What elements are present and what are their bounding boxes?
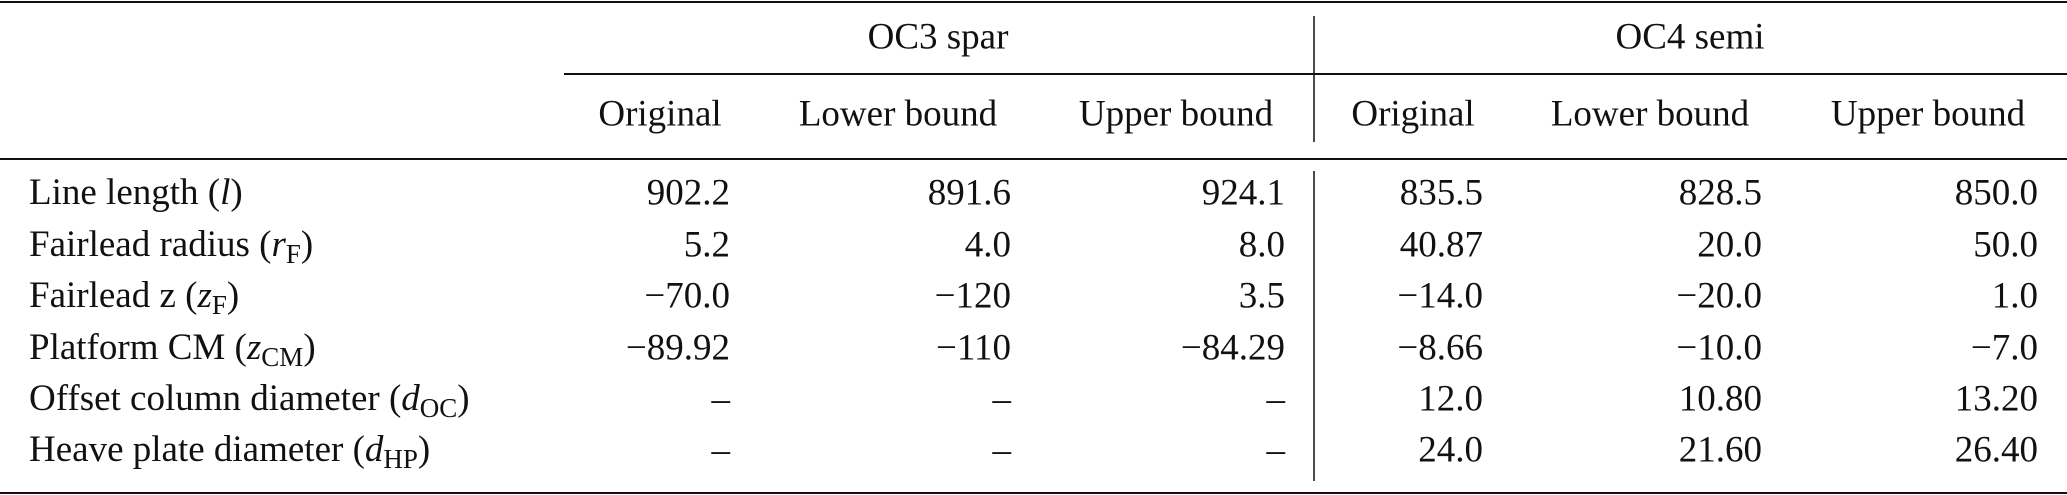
group-header: OC3 spar: [868, 16, 1009, 57]
cell-value: 902.2: [647, 172, 730, 213]
row-label: Line length (l): [29, 172, 243, 213]
column-header: Upper bound: [1079, 93, 1274, 134]
label-text: Fairlead radius (: [29, 224, 271, 265]
cell-value: 8.0: [1239, 224, 1285, 265]
cell-value: −14.0: [1397, 275, 1483, 316]
cell-value: 40.87: [1400, 224, 1483, 265]
label-symbol: z: [196, 275, 211, 316]
row-label: Platform CM (zCM): [29, 327, 316, 372]
label-text: Heave plate diameter (: [29, 429, 365, 470]
cell-value: 10.80: [1679, 378, 1762, 419]
cell-value: –: [1266, 429, 1286, 470]
label-subscript: OC: [420, 393, 458, 423]
cell-value: 24.0: [1418, 429, 1483, 470]
column-header: Upper bound: [1831, 93, 2026, 134]
cell-value: 4.0: [965, 224, 1011, 265]
label-subscript: HP: [383, 444, 418, 474]
cell-value: −110: [936, 327, 1011, 368]
cell-value: −10.0: [1676, 327, 1762, 368]
label-text: Fairlead z (: [29, 275, 197, 316]
label-text: ): [418, 429, 430, 470]
label-subscript: CM: [261, 342, 303, 372]
row-label: Heave plate diameter (dHP): [29, 429, 430, 474]
cell-value: −7.0: [1971, 327, 2038, 368]
column-header: Original: [1351, 93, 1474, 134]
label-subscript: F: [212, 290, 227, 320]
label-symbol: l: [220, 172, 230, 213]
label-symbol: d: [401, 378, 420, 419]
cell-value: 3.5: [1239, 275, 1285, 316]
cell-value: –: [711, 378, 731, 419]
cell-value: −20.0: [1676, 275, 1762, 316]
cell-value: 828.5: [1679, 172, 1762, 213]
label-text: ): [303, 327, 315, 368]
label-text: ): [227, 275, 239, 316]
cell-value: −89.92: [626, 327, 730, 368]
cell-value: −120: [935, 275, 1011, 316]
cell-value: 1.0: [1992, 275, 2038, 316]
cell-value: 891.6: [928, 172, 1011, 213]
cell-value: 21.60: [1679, 429, 1762, 470]
label-symbol: r: [271, 224, 286, 265]
cell-value: 12.0: [1418, 378, 1483, 419]
row-label: Fairlead radius (rF): [29, 224, 313, 269]
cell-value: 20.0: [1697, 224, 1762, 265]
label-text: ): [230, 172, 242, 213]
column-header: Lower bound: [1551, 93, 1750, 134]
group-header: OC4 semi: [1615, 16, 1764, 57]
cell-value: –: [992, 378, 1012, 419]
cell-value: 835.5: [1400, 172, 1483, 213]
column-header: Original: [598, 93, 721, 134]
label-symbol: z: [246, 327, 261, 368]
label-symbol: d: [365, 429, 384, 470]
cell-value: 5.2: [684, 224, 730, 265]
cell-value: 13.20: [1955, 378, 2038, 419]
cell-value: −70.0: [644, 275, 730, 316]
column-header: Lower bound: [799, 93, 998, 134]
cell-value: 850.0: [1955, 172, 2038, 213]
cell-value: –: [1266, 378, 1286, 419]
label-text: ): [457, 378, 469, 419]
label-text: ): [301, 224, 313, 265]
cell-value: 50.0: [1973, 224, 2038, 265]
label-text: Offset column diameter (: [29, 378, 401, 419]
cell-value: 26.40: [1955, 429, 2038, 470]
row-label: Offset column diameter (dOC): [29, 378, 470, 423]
cell-value: 924.1: [1202, 172, 1285, 213]
label-text: Line length (: [29, 172, 220, 213]
label-subscript: F: [286, 239, 301, 269]
cell-value: −84.29: [1181, 327, 1285, 368]
row-label: Fairlead z (zF): [29, 275, 239, 320]
cell-value: −8.66: [1397, 327, 1483, 368]
cell-value: –: [711, 429, 731, 470]
label-text: Platform CM (: [29, 327, 247, 368]
cell-value: –: [992, 429, 1012, 470]
